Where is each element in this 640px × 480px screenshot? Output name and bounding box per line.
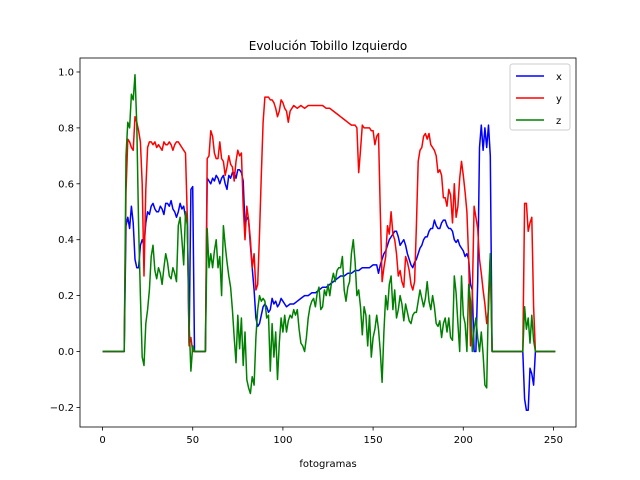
- series-line-z: [102, 74, 556, 395]
- series-line-x: [102, 124, 556, 411]
- x-tick-label: 250: [544, 435, 563, 446]
- plot-frame: [79, 57, 577, 428]
- series-lines: [102, 74, 556, 411]
- legend-label-z: z: [556, 116, 561, 127]
- y-tick-label: 0.0: [58, 347, 74, 358]
- plot-area: [80, 58, 576, 427]
- legend: xyz: [509, 63, 571, 131]
- x-tick-label: 50: [186, 435, 199, 446]
- y-tick-label: 0.8: [58, 123, 74, 134]
- legend-label-y: y: [556, 94, 562, 105]
- y-tick-label: 1.0: [58, 67, 74, 78]
- legend-label-x: x: [556, 72, 562, 83]
- x-tick-label: 100: [273, 435, 292, 446]
- y-tick-label: 0.4: [58, 235, 74, 246]
- x-axis: 0 50 100 150 200 250: [99, 427, 563, 446]
- y-tick-label: 0.2: [58, 291, 74, 302]
- legend-box: [509, 63, 571, 131]
- x-axis-label: fotogramas: [299, 459, 356, 470]
- series-line-y: [102, 96, 556, 353]
- y-tick-label: −0.2: [50, 403, 74, 414]
- x-tick-label: 150: [364, 435, 383, 446]
- x-tick-label: 200: [454, 435, 473, 446]
- x-tick-label: 0: [99, 435, 105, 446]
- chart-title: Evolución Tobillo Izquierdo: [249, 39, 408, 53]
- y-axis: −0.2 0.0 0.2 0.4 0.6 0.8 1.0: [50, 67, 80, 414]
- y-tick-label: 0.6: [58, 179, 74, 190]
